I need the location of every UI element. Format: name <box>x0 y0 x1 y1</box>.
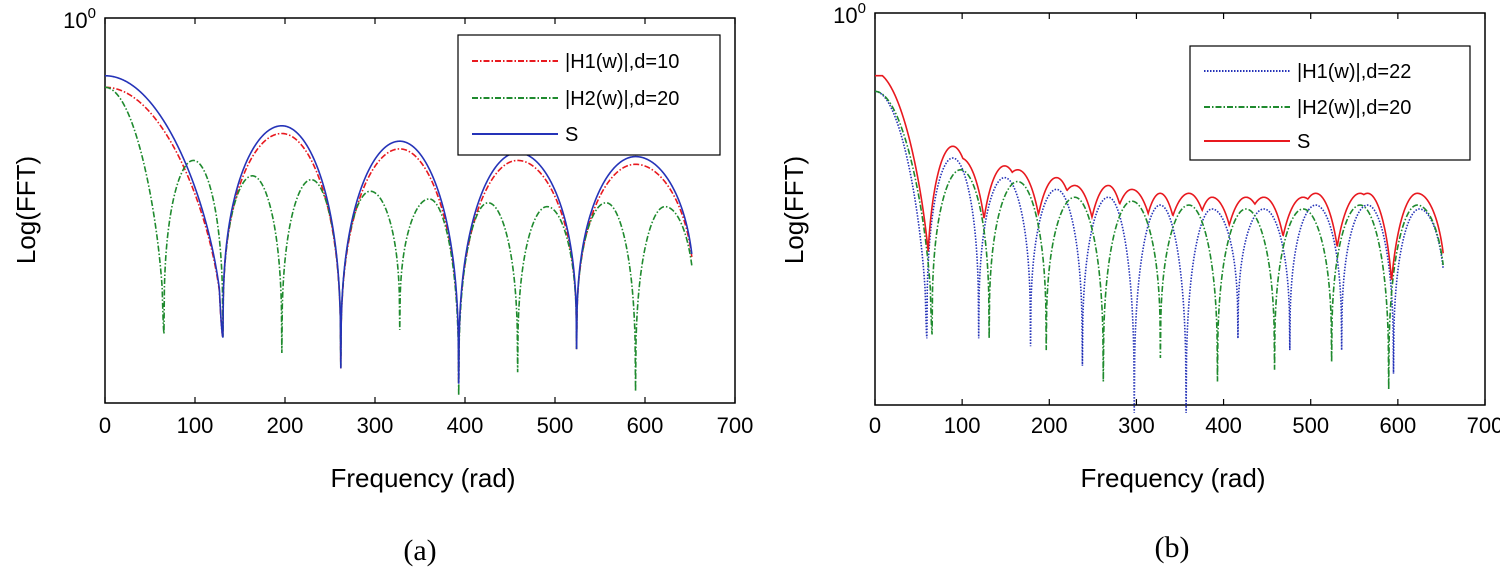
series-line-b-1 <box>874 90 1444 390</box>
x-tick-label: 100 <box>944 413 981 438</box>
series-line-a-0 <box>105 86 693 384</box>
legend-label-a-2: S <box>565 124 578 146</box>
x-tick-label: 300 <box>1118 413 1155 438</box>
legend-label-a-1: |H2(w)|,d=20 <box>565 88 679 110</box>
x-tick-label: 100 <box>177 413 214 438</box>
x-tick-label: 600 <box>1379 413 1416 438</box>
legend-label-b-2: S <box>1297 131 1310 153</box>
x-ticks-a: 0 100 200 300 400 500 600 700 <box>99 18 753 438</box>
x-tick-label: 400 <box>1205 413 1242 438</box>
x-axis-label-b: Frequency (rad) <box>1081 463 1266 493</box>
series-group-a <box>104 74 693 396</box>
x-tick-label: 500 <box>537 413 574 438</box>
legend-b: |H1(w)|,d=22 |H2(w)|,d=20 S <box>1189 45 1471 161</box>
series-line-b-0 <box>874 90 1444 413</box>
x-tick-label: 700 <box>1467 413 1500 438</box>
series-group-b <box>874 74 1444 413</box>
y-tick-label-a: 100 <box>63 5 96 33</box>
x-tick-label: 700 <box>717 413 754 438</box>
caption-b: (b) <box>1155 531 1190 564</box>
x-tick-label: 300 <box>357 413 394 438</box>
chart-panel-b: 0 100 200 300 400 500 600 700 100 Frequency (ra… <box>779 0 1500 564</box>
y-tick-label-b: 100 <box>833 0 866 28</box>
x-ticks-b: 0 100 200 300 400 500 600 700 <box>869 13 1500 438</box>
x-tick-label: 200 <box>1031 413 1068 438</box>
y-axis-label-a: Log(FFT) <box>11 156 41 264</box>
y-axis-label-b: Log(FFT) <box>779 156 809 264</box>
x-tick-label: 500 <box>1292 413 1329 438</box>
series-line-a-1 <box>104 86 693 396</box>
series-line-a-2 <box>105 74 693 384</box>
x-tick-label: 0 <box>99 413 111 438</box>
x-tick-label: 200 <box>267 413 304 438</box>
caption-a: (a) <box>403 534 436 567</box>
legend-label-b-1: |H2(w)|,d=20 <box>1297 97 1411 119</box>
x-tick-label: 600 <box>627 413 664 438</box>
chart-panel-a: 0 100 200 300 400 500 600 700 100 Frequency (ra… <box>11 5 753 567</box>
legend-label-a-0: |H1(w)|,d=10 <box>565 51 679 73</box>
series-line-b-2 <box>875 74 1444 281</box>
legend-label-b-0: |H1(w)|,d=22 <box>1297 61 1411 83</box>
x-tick-label: 0 <box>869 413 881 438</box>
legend-a: |H1(w)|,d=10 |H2(w)|,d=20 S <box>457 34 721 156</box>
x-axis-label-a: Frequency (rad) <box>331 463 516 493</box>
x-tick-label: 400 <box>447 413 484 438</box>
